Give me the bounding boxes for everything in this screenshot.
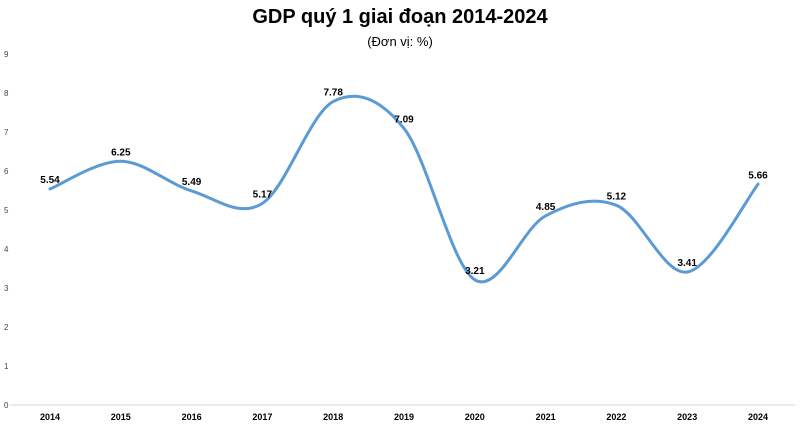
data-label: 3.21 xyxy=(465,266,485,277)
x-tick-label: 2020 xyxy=(465,412,485,422)
x-tick-label: 2017 xyxy=(252,412,272,422)
x-tick-label: 2019 xyxy=(394,412,414,422)
data-label: 5.12 xyxy=(607,191,627,202)
x-tick-label: 2014 xyxy=(40,412,60,422)
y-tick-label: 3 xyxy=(4,284,9,293)
x-tick-label: 2022 xyxy=(606,412,626,422)
x-tick-label: 2016 xyxy=(182,412,202,422)
series-line xyxy=(48,94,760,284)
y-tick-label: 4 xyxy=(4,245,9,254)
x-tick-label: 2024 xyxy=(748,412,768,422)
data-label: 5.49 xyxy=(182,177,202,188)
chart-title: GDP quý 1 giai đoạn 2014-2024 xyxy=(252,6,548,28)
data-label: 7.09 xyxy=(394,114,414,125)
y-tick-label: 7 xyxy=(4,128,9,137)
data-label: 4.85 xyxy=(536,202,556,213)
x-axis: 2014 2015 2016 2017 2018 2019 2020 2021 2022 2023… xyxy=(40,412,768,422)
y-tick-label: 2 xyxy=(4,323,9,332)
x-tick-label: 2018 xyxy=(323,412,343,422)
data-label: 5.17 xyxy=(253,189,273,200)
y-tick-label: 6 xyxy=(4,167,9,176)
data-label: 5.54 xyxy=(40,175,60,186)
y-axis: 0 1 2 3 4 5 6 7 8 9 xyxy=(4,50,9,410)
x-tick-label: 2021 xyxy=(536,412,556,422)
y-tick-label: 9 xyxy=(4,50,9,59)
y-tick-label: 1 xyxy=(4,362,9,371)
y-tick-label: 5 xyxy=(4,206,9,215)
data-labels: 5.54 6.25 5.49 5.17 7.78 7.09 3.21 4.85 5.12 3.41… xyxy=(40,88,768,277)
data-label: 6.25 xyxy=(111,147,131,158)
data-label: 5.66 xyxy=(748,170,768,181)
data-label: 3.41 xyxy=(677,258,697,269)
x-tick-label: 2015 xyxy=(111,412,131,422)
x-tick-label: 2023 xyxy=(677,412,697,422)
y-tick-label: 0 xyxy=(4,401,9,410)
y-tick-label: 8 xyxy=(4,89,9,98)
chart-subtitle: (Đơn vị: %) xyxy=(367,34,433,49)
data-label: 7.78 xyxy=(323,88,343,99)
